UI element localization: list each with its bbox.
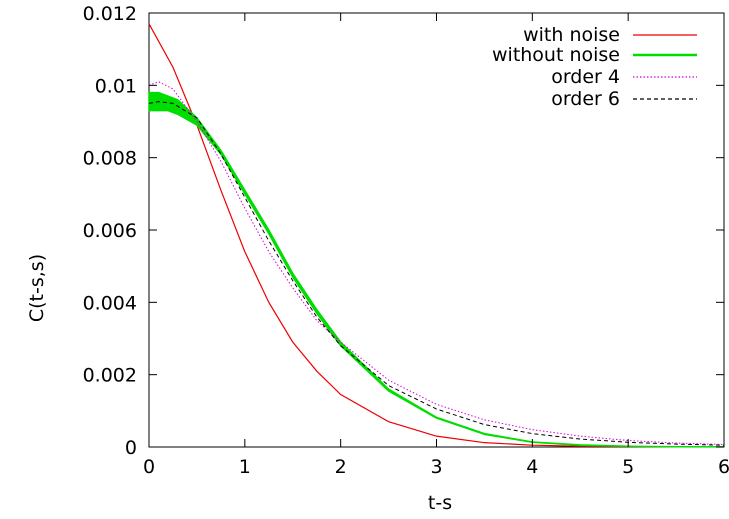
plot-frame — [148, 12, 725, 448]
series-without-noise-band — [148, 91, 725, 448]
legend-label: with noise — [523, 24, 620, 46]
x-tick-label: 6 — [718, 456, 729, 478]
y-tick-label: 0.012 — [83, 3, 137, 25]
series-with-noise-line — [148, 23, 725, 448]
legend-label: order 4 — [551, 66, 620, 88]
x-axis-label: t-s — [428, 492, 452, 514]
x-tick-label: 5 — [622, 456, 634, 478]
y-tick-label: 0.004 — [83, 292, 137, 314]
series-layer — [148, 23, 725, 448]
y-axis-label: C(t-s,s) — [26, 254, 48, 322]
x-tick-label: 4 — [526, 456, 538, 478]
y-tick-label: 0.006 — [83, 220, 137, 242]
series-order-4-line — [148, 81, 725, 445]
x-tick-label: 0 — [143, 456, 155, 478]
series-order-6-line — [148, 101, 725, 446]
y-tick-label: 0.008 — [83, 148, 137, 170]
x-tick-label: 3 — [430, 456, 442, 478]
legend-label: without noise — [492, 44, 620, 66]
plot-area — [148, 12, 725, 448]
axes-layer: 0 1 2 3 4 5 6 0 0.002 0.004 0.006 0.008 0.01 0.012 — [83, 3, 729, 478]
x-tick-label: 2 — [335, 456, 347, 478]
y-tick-label: 0.002 — [83, 365, 137, 387]
x-tick-label: 1 — [239, 456, 251, 478]
y-tick-label: 0.01 — [95, 75, 137, 97]
legend-label: order 6 — [551, 88, 620, 110]
y-tick-label: 0 — [125, 437, 137, 459]
